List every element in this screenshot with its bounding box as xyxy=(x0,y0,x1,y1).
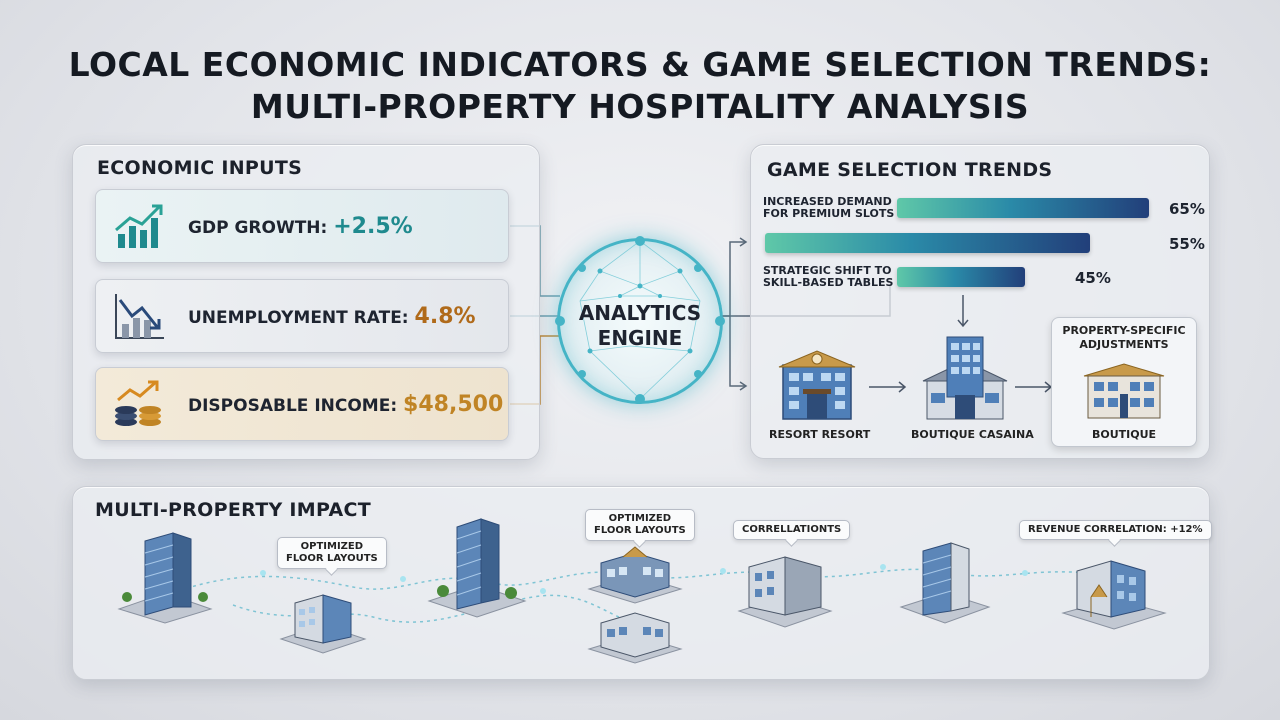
bar-skill-based-tables xyxy=(897,267,1025,287)
bar-unlabeled xyxy=(765,233,1090,253)
bar-value-skill-based-tables: 45% xyxy=(1075,269,1111,287)
multi-property-impact-panel: MULTI-PROPERTY IMPACT xyxy=(72,486,1212,680)
analytics-engine: ANALYTICS ENGINE xyxy=(555,236,725,404)
game-selection-trends-heading: GAME SELECTION TRENDS xyxy=(767,159,1053,181)
gdp-growth-card: GDP GROWTH: +2.5% xyxy=(95,189,509,263)
property-specific-adjustments-card: PROPERTY-SPECIFIC ADJUSTMENTS BOUTIQUE xyxy=(1051,317,1197,447)
gdp-growth-label: GDP GROWTH: +2.5% xyxy=(188,214,413,239)
property-label-boutique: BOUTIQUE xyxy=(1091,428,1157,441)
tag-1-line-1: OPTIMIZED xyxy=(300,541,364,552)
unemployment-rate-card: UNEMPLOYMENT RATE: 4.8% xyxy=(95,279,509,353)
game-selection-trends-panel: GAME SELECTION TRENDS INCREASED DEMAND F… xyxy=(750,144,1210,459)
unemployment-rate-text: UNEMPLOYMENT RATE: xyxy=(188,308,415,328)
bar-value-unlabeled: 55% xyxy=(1169,235,1205,253)
tag-2-line-2: FLOOR LAYOUTS xyxy=(594,525,686,536)
tag-3-line-1: CORRELLATIONTS xyxy=(742,524,842,535)
disposable-income-card: DISPOSABLE INCOME: $48,500 xyxy=(95,367,509,441)
tower-building-icon-3 xyxy=(899,542,991,624)
bar-label-skill-based-tables: STRATEGIC SHIFT TO SKILL-BASED TABLES xyxy=(763,265,893,289)
tag-optimized-floor-layouts-1: OPTIMIZED FLOOR LAYOUTS xyxy=(277,537,387,569)
unemployment-rate-value: 4.8% xyxy=(414,304,476,329)
office-building-icon-3 xyxy=(1061,560,1167,630)
title-line-1: LOCAL ECONOMIC INDICATORS & GAME SELECTI… xyxy=(68,45,1212,84)
economic-inputs-heading: ECONOMIC INPUTS xyxy=(97,157,303,179)
property-label-boutique-casaina: BOUTIQUE CASAINA xyxy=(911,428,1034,441)
office-building-icon-2 xyxy=(737,556,833,628)
bar-premium-slots xyxy=(897,198,1149,218)
coins-growth-icon xyxy=(115,380,161,426)
gdp-growth-value: +2.5% xyxy=(333,214,413,239)
title-line-2: MULTI-PROPERTY HOSPITALITY ANALYSIS xyxy=(250,87,1030,126)
trending-down-chart-icon xyxy=(115,294,164,339)
disposable-income-text: DISPOSABLE INCOME: xyxy=(188,396,404,416)
bar-value-premium-slots: 65% xyxy=(1169,200,1205,218)
unemployment-rate-label: UNEMPLOYMENT RATE: 4.8% xyxy=(188,304,476,329)
right-arrow-icon-2 xyxy=(1015,381,1053,393)
network-graph-icon xyxy=(555,236,725,404)
office-building-icon-1 xyxy=(279,594,367,654)
tag-2-line-1: OPTIMIZED xyxy=(608,513,672,524)
engine-line-1: ANALYTICS xyxy=(578,301,702,325)
bar-label-premium-line-1: INCREASED DEMAND xyxy=(763,195,892,208)
casino-building-icon-2 xyxy=(587,612,683,664)
bar-label-skill-line-1: STRATEGIC SHIFT TO xyxy=(763,264,892,277)
boutique-building-icon xyxy=(1083,363,1165,419)
casino-building-icon-1 xyxy=(587,546,683,604)
right-arrow-icon xyxy=(869,381,907,393)
economic-inputs-panel: ECONOMIC INPUTS GDP GROWTH: +2.5% UNEMPL… xyxy=(72,144,540,460)
engine-line-2: ENGINE xyxy=(597,326,683,350)
adjustments-title-line-2: ADJUSTMENTS xyxy=(1079,338,1169,351)
property-label-resort: RESORT RESORT xyxy=(769,428,871,441)
adjustments-title: PROPERTY-SPECIFIC ADJUSTMENTS xyxy=(1052,324,1196,352)
tag-optimized-floor-layouts-2: OPTIMIZED FLOOR LAYOUTS xyxy=(585,509,695,541)
resort-building-icon xyxy=(778,350,856,420)
disposable-income-label: DISPOSABLE INCOME: $48,500 xyxy=(188,392,503,417)
trending-up-chart-icon xyxy=(115,204,163,248)
bar-label-premium-slots: INCREASED DEMAND FOR PREMIUM SLOTS xyxy=(763,196,894,220)
disposable-income-value: $48,500 xyxy=(403,392,504,417)
tag-revenue-correlation: REVENUE CORRELATION: +12% xyxy=(1019,520,1212,540)
boutique-casino-building-icon xyxy=(922,336,1008,420)
tag-correllationts: CORRELLATIONTS xyxy=(733,520,851,540)
down-arrow-icon xyxy=(957,295,969,328)
adjustments-title-line-1: PROPERTY-SPECIFIC xyxy=(1062,324,1186,337)
bar-label-skill-line-2: SKILL-BASED TABLES xyxy=(763,276,894,289)
analytics-engine-label: ANALYTICS ENGINE xyxy=(560,301,720,351)
page-title: LOCAL ECONOMIC INDICATORS & GAME SELECTI… xyxy=(0,44,1280,128)
tower-building-icon-1 xyxy=(117,532,213,624)
tower-building-icon-2 xyxy=(427,518,527,618)
gdp-growth-text: GDP GROWTH: xyxy=(188,218,334,238)
multi-property-impact-heading: MULTI-PROPERTY IMPACT xyxy=(95,499,372,521)
tag-1-line-2: FLOOR LAYOUTS xyxy=(286,553,378,564)
bar-label-premium-line-2: FOR PREMIUM SLOTS xyxy=(763,207,895,220)
tag-4-line-1: REVENUE CORRELATION: +12% xyxy=(1028,524,1203,535)
